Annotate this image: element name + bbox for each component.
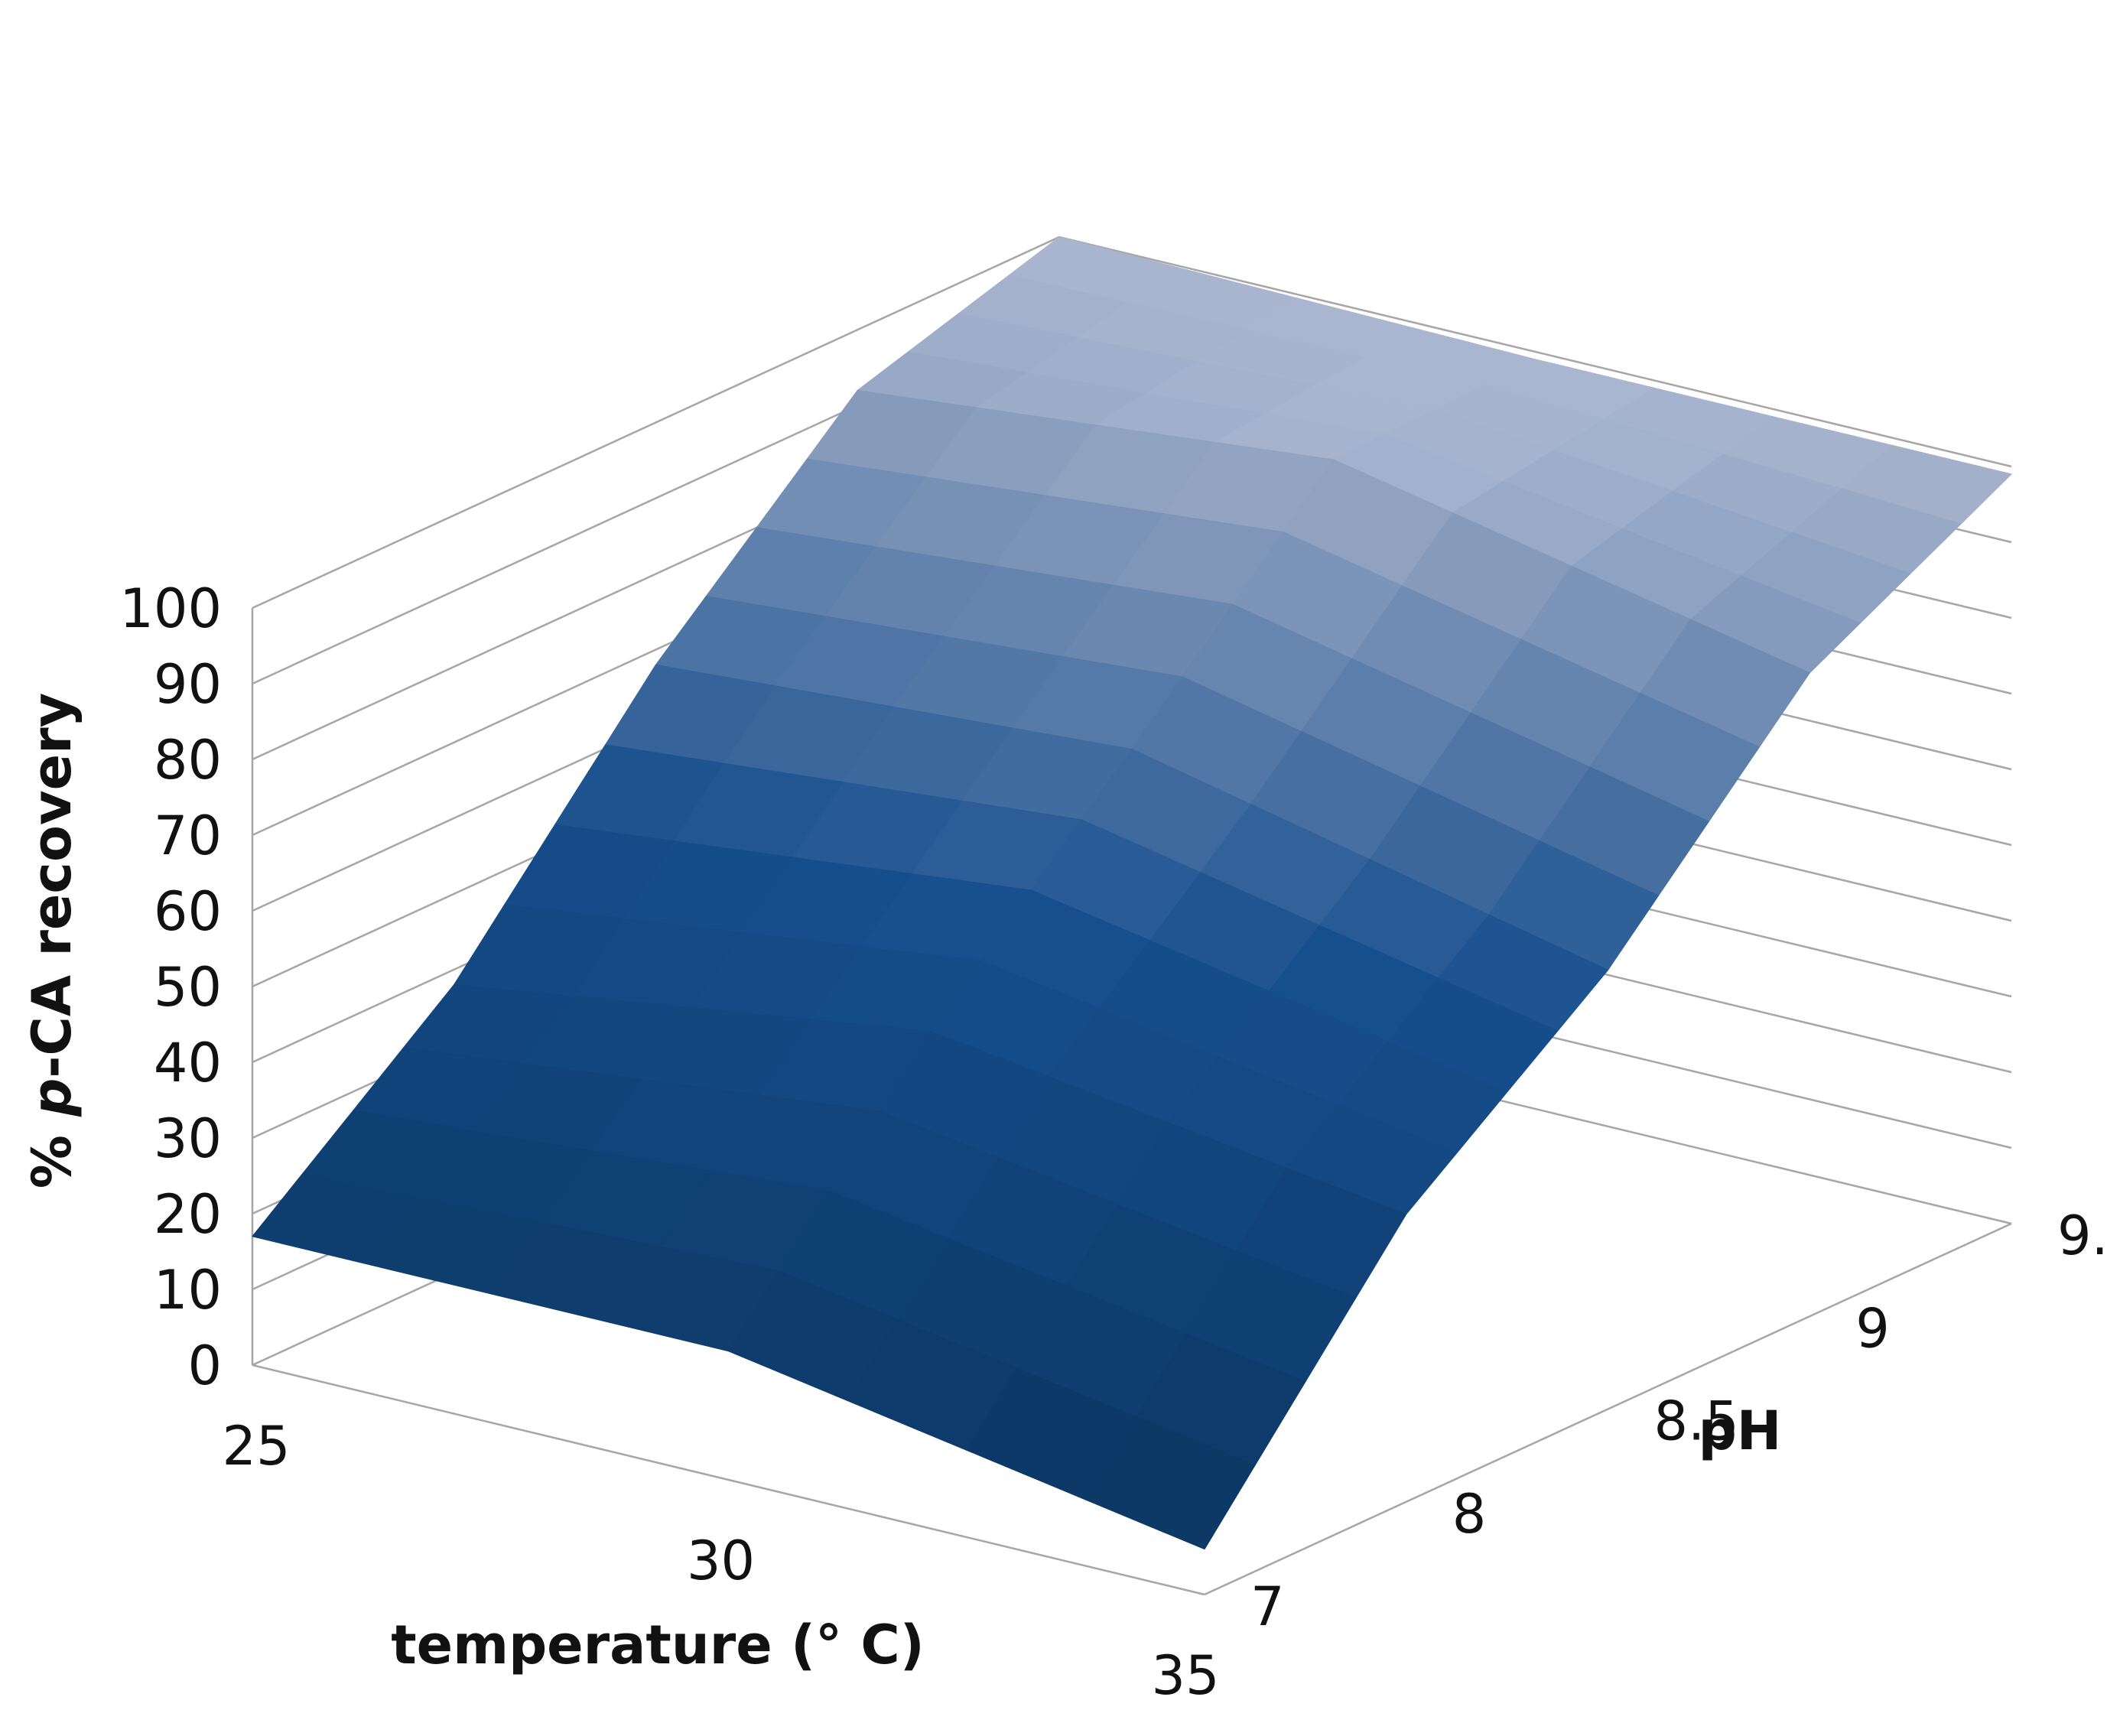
x-tick-label-0: 25 xyxy=(222,1415,290,1478)
surface-plot xyxy=(252,236,2012,1550)
z-tick-label-8: 80 xyxy=(154,729,222,792)
y-axis-tick-labels: 7 8 8.5 9 9.8 xyxy=(1250,1204,2107,1638)
z-tick-label-10: 100 xyxy=(119,577,222,640)
x-tick-label-1: 30 xyxy=(687,1530,755,1592)
y-tick-label-1: 8 xyxy=(1452,1483,1487,1546)
x-axis-tick-labels: 25 30 35 xyxy=(222,1415,1219,1707)
z-tick-label-9: 90 xyxy=(154,653,222,716)
z-tick-label-4: 40 xyxy=(154,1032,222,1094)
z-tick-label-0: 0 xyxy=(187,1335,222,1397)
x-axis-line xyxy=(252,1364,1205,1596)
z-tick-label-3: 30 xyxy=(154,1107,222,1170)
z-tick-label-7: 70 xyxy=(154,805,222,867)
y-tick-label-3: 9 xyxy=(1855,1297,1890,1360)
x-tick-label-2: 35 xyxy=(1151,1644,1219,1707)
z-tick-label-1: 10 xyxy=(154,1259,222,1322)
z-axis-tick-labels: 0 10 20 30 40 50 60 70 80 90 100 xyxy=(119,577,222,1397)
y-tick-label-0: 7 xyxy=(1250,1575,1285,1638)
y-axis-line xyxy=(1204,1222,2012,1596)
surface-patch-1-0-3-0 xyxy=(1084,1416,1256,1550)
y-tick-label-2: 8.5 xyxy=(1654,1390,1739,1453)
y-tick-label-4: 9.8 xyxy=(2057,1204,2107,1267)
z-tick-label-6: 60 xyxy=(154,880,222,943)
z-axis-title: % p-CA recovery xyxy=(21,693,83,1188)
z-tick-label-5: 50 xyxy=(154,956,222,1019)
z-tick-label-2: 20 xyxy=(154,1183,222,1246)
y-axis-title: pH xyxy=(1699,1400,1782,1462)
x-axis-title: temperature (° C) xyxy=(391,1614,925,1676)
